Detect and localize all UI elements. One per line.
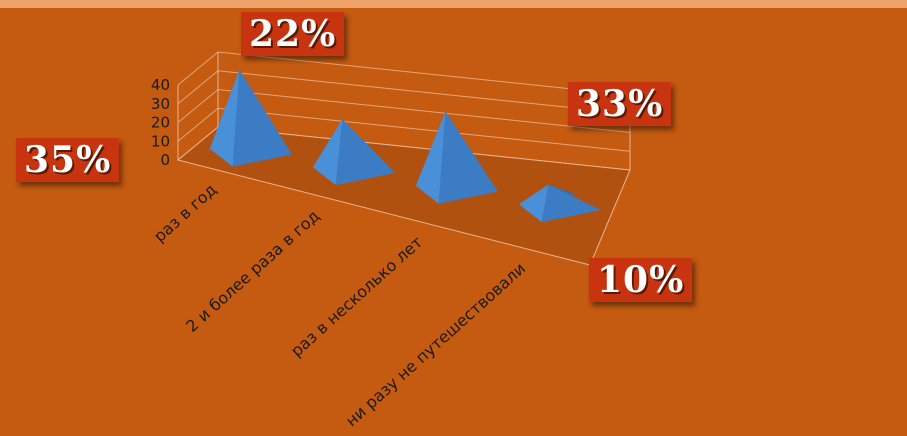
y-tick-label: 0: [160, 151, 170, 169]
pyramid-mark: [415, 111, 498, 204]
pyramid-series: [209, 69, 601, 223]
y-tick-label: 20: [151, 114, 170, 132]
y-tick-label: 10: [151, 132, 170, 150]
data-label-35: 35%: [16, 138, 120, 182]
x-category-label: раз в год: [150, 180, 220, 246]
pyramid-mark: [209, 69, 292, 167]
top-band: [0, 0, 907, 8]
data-label-10: 10%: [589, 258, 693, 302]
y-tick-label: 40: [151, 76, 170, 94]
pyramid-mark: [518, 184, 601, 223]
x-category-label: раз в несколько лет: [287, 232, 426, 360]
chart-floor-plane: [176, 126, 631, 266]
data-label-33: 33%: [568, 82, 672, 126]
x-category-label: 2 и более раза в год: [182, 206, 323, 336]
y-tick-label: 30: [151, 95, 170, 113]
chart-floor: [176, 126, 631, 266]
pyramid-mark: [312, 119, 395, 186]
data-label-22: 22%: [241, 12, 345, 56]
